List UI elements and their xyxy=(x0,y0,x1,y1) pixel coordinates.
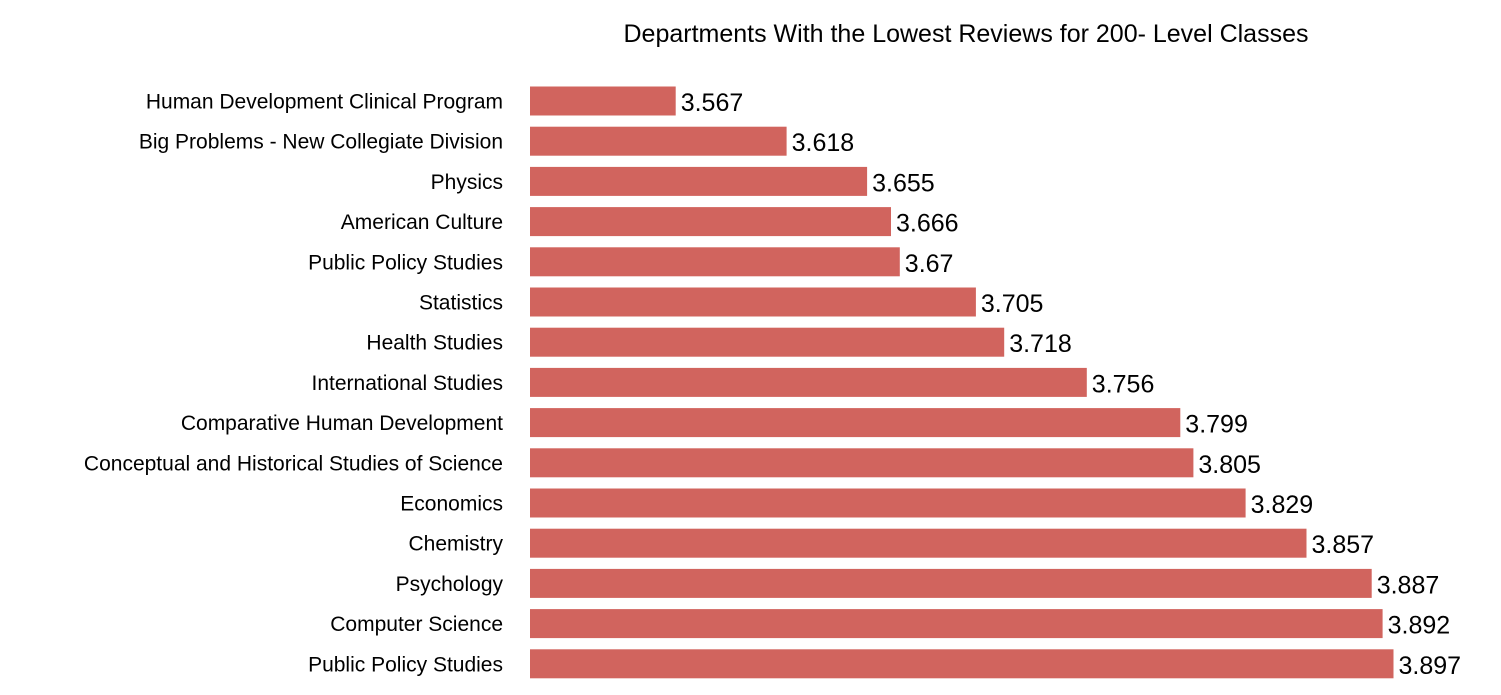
category-label: American Culture xyxy=(341,211,503,234)
bar xyxy=(530,126,787,156)
value-label: 3.756 xyxy=(1092,370,1155,398)
value-label: 3.655 xyxy=(872,169,935,197)
category-label: Physics xyxy=(431,171,503,194)
value-label: 3.67 xyxy=(905,250,954,278)
value-label: 3.718 xyxy=(1009,330,1072,358)
category-label: Big Problems - New Collegiate Division xyxy=(139,131,503,154)
bar xyxy=(530,488,1246,518)
bar xyxy=(530,166,868,196)
bar xyxy=(530,207,891,237)
value-label: 3.829 xyxy=(1251,491,1314,519)
value-label: 3.892 xyxy=(1388,612,1451,640)
value-label: 3.666 xyxy=(896,210,959,238)
bar xyxy=(530,327,1005,357)
category-label: Statistics xyxy=(419,292,503,315)
category-label: Conceptual and Historical Studies of Sci… xyxy=(84,452,503,475)
bar xyxy=(530,367,1087,397)
category-label: Public Policy Studies xyxy=(308,251,503,274)
category-label: Psychology xyxy=(396,573,504,596)
value-label: 3.805 xyxy=(1198,451,1261,479)
value-label: 3.799 xyxy=(1185,411,1248,439)
category-label: International Studies xyxy=(312,372,503,395)
bar xyxy=(530,86,676,116)
category-label: Chemistry xyxy=(408,533,503,556)
value-label: 3.857 xyxy=(1312,531,1375,559)
bar xyxy=(530,448,1194,478)
value-labels-group: 3.567 3.618 3.655 3.666 3.67 3.705 3.718 3.756 3… xyxy=(681,89,1461,680)
bar xyxy=(530,568,1372,598)
bar xyxy=(530,247,900,277)
category-label: Human Development Clinical Program xyxy=(146,91,503,114)
bar xyxy=(530,408,1181,438)
chart-title: Departments With the Lowest Reviews for … xyxy=(623,20,1308,48)
value-label: 3.567 xyxy=(681,89,744,117)
value-label: 3.705 xyxy=(981,290,1044,318)
bar xyxy=(530,609,1383,639)
category-label: Public Policy Studies xyxy=(308,653,503,676)
bar xyxy=(530,287,976,317)
value-label: 3.618 xyxy=(792,129,855,157)
category-label: Computer Science xyxy=(330,613,503,636)
category-label: Comparative Human Development xyxy=(181,412,503,435)
bars-group xyxy=(530,86,1394,679)
category-labels-group: Human Development Clinical Program Big Pr… xyxy=(84,91,504,677)
bar xyxy=(530,649,1394,679)
value-label: 3.887 xyxy=(1377,571,1440,599)
value-label: 3.897 xyxy=(1399,652,1462,680)
category-label: Economics xyxy=(400,493,503,516)
category-label: Health Studies xyxy=(366,332,503,355)
bar xyxy=(530,528,1307,558)
